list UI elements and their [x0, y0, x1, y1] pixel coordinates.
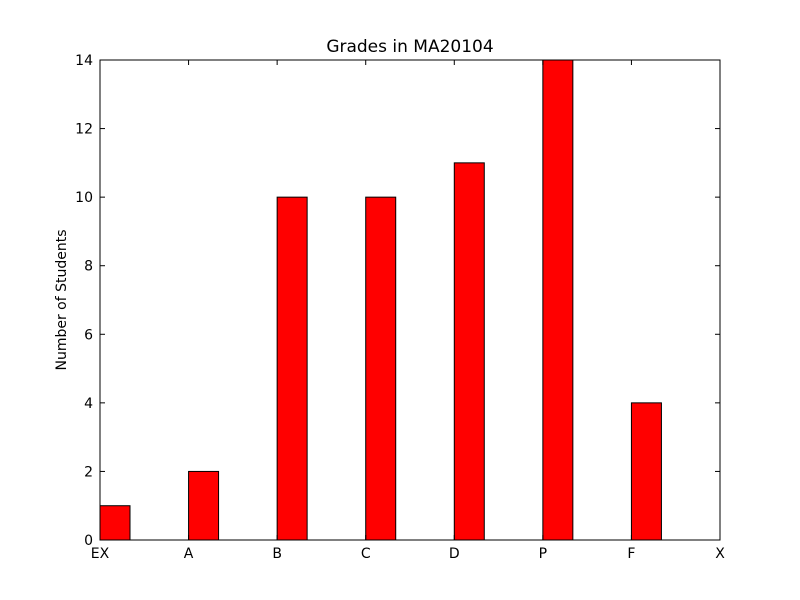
y-tick-label: 0 [84, 533, 93, 549]
bar-d [453, 162, 485, 541]
bar-b [276, 196, 308, 541]
bars-group [99, 59, 662, 541]
y-tick-label: 10 [75, 190, 93, 206]
bar-ex [99, 505, 131, 541]
y-tick-label: 4 [84, 396, 93, 412]
bar-a [188, 470, 220, 541]
plot-frame [99, 59, 721, 541]
bar-p [542, 59, 574, 541]
x-tick-label: P [539, 546, 547, 562]
y-tick-label: 12 [75, 122, 93, 138]
x-tick-label: EX [91, 546, 110, 562]
y-tick-label: 2 [84, 464, 93, 480]
x-tick-label: B [272, 546, 282, 562]
chart-title: Grades in MA20104 [326, 37, 493, 57]
bar-c [365, 196, 397, 541]
y-tick-label: 6 [84, 327, 93, 343]
x-tick-label: D [449, 546, 460, 562]
bar-f [630, 402, 662, 541]
x-tick-label: C [361, 546, 371, 562]
x-tick-label: F [627, 546, 635, 562]
x-tick-label: X [715, 546, 725, 562]
x-tick-label: A [184, 546, 194, 562]
y-tick-label: 8 [84, 259, 93, 275]
y-axis-label: Number of Students [54, 229, 70, 370]
y-tick-label: 14 [75, 53, 93, 69]
